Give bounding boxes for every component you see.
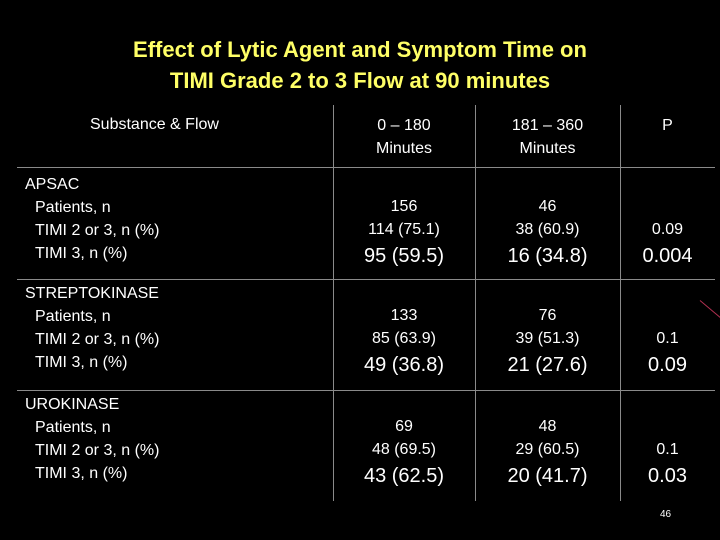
header-0-180: 0 – 180 Minutes — [333, 114, 475, 160]
apsac-0-180-values: 156 114 (75.1) 95 (59.5) — [333, 195, 475, 269]
page-number: 46 — [660, 509, 672, 520]
value: 0.004 — [642, 245, 693, 267]
group-name: APSAC — [25, 176, 80, 193]
value: 156 — [390, 198, 418, 215]
streptokinase-0-180-values: 133 85 (63.9) 49 (36.8) — [333, 304, 475, 378]
column-divider — [475, 105, 476, 501]
value: 76 — [538, 307, 557, 324]
urokinase-181-360-values: 48 29 (60.5) 20 (41.7) — [475, 415, 620, 489]
value: 85 (63.9) — [371, 330, 437, 347]
streptokinase-p-values: 0.1 0.09 — [620, 327, 715, 378]
group-name: UROKINASE — [25, 396, 120, 413]
header-181-360: 181 – 360 Minutes — [475, 114, 620, 160]
title-line-1: Effect of Lytic Agent and Symptom Time o… — [133, 37, 587, 62]
row-divider — [17, 390, 715, 391]
title-line-2: TIMI Grade 2 to 3 Flow at 90 minutes — [169, 68, 551, 93]
value: 133 — [390, 307, 418, 324]
group-apsac: APSAC Patients, n TIMI 2 or 3, n (%) TIM… — [25, 173, 159, 265]
header-181-360-line1: 181 – 360 — [511, 117, 584, 134]
value: 0.09 — [651, 221, 684, 238]
group-name: STREPTOKINASE — [25, 285, 159, 302]
value: 20 (41.7) — [507, 465, 588, 487]
value: 16 (34.8) — [507, 245, 588, 267]
value: 39 (51.3) — [515, 330, 580, 347]
row-divider — [17, 167, 715, 168]
value: 38 (60.9) — [515, 221, 580, 238]
value: 21 (27.6) — [507, 354, 588, 376]
apsac-181-360-values: 46 38 (60.9) 16 (34.8) — [475, 195, 620, 269]
header-p: P — [662, 117, 673, 134]
row-label: Patients, n — [35, 199, 111, 216]
value: 0.09 — [648, 354, 687, 376]
slide-title: Effect of Lytic Agent and Symptom Time o… — [0, 34, 720, 96]
group-urokinase: UROKINASE Patients, n TIMI 2 or 3, n (%)… — [25, 393, 159, 485]
value: 48 — [538, 418, 557, 435]
row-divider — [17, 279, 715, 280]
value: 0.1 — [656, 441, 679, 458]
streptokinase-181-360-values: 76 39 (51.3) 21 (27.6) — [475, 304, 620, 378]
row-label: Patients, n — [35, 308, 111, 325]
value: 43 (62.5) — [363, 465, 445, 487]
value: 114 (75.1) — [368, 221, 440, 238]
group-streptokinase: STREPTOKINASE Patients, n TIMI 2 or 3, n… — [25, 282, 159, 374]
row-label: Patients, n — [35, 419, 111, 436]
row-label: TIMI 3, n (%) — [35, 245, 128, 262]
apsac-p-values: 0.09 0.004 — [620, 218, 715, 269]
row-label: TIMI 2 or 3, n (%) — [35, 442, 160, 459]
value: 29 (60.5) — [515, 441, 580, 458]
header-0-180-line2: Minutes — [375, 140, 433, 157]
header-181-360-line2: Minutes — [519, 140, 576, 157]
column-divider — [620, 105, 621, 501]
value: 0.03 — [648, 465, 687, 487]
value: 95 (59.5) — [363, 245, 445, 267]
value: 46 — [538, 198, 557, 215]
row-label: TIMI 3, n (%) — [35, 465, 128, 482]
urokinase-p-values: 0.1 0.03 — [620, 438, 715, 489]
urokinase-0-180-values: 69 48 (69.5) 43 (62.5) — [333, 415, 475, 489]
row-label: TIMI 2 or 3, n (%) — [35, 222, 160, 239]
value: 0.1 — [656, 330, 679, 347]
header-0-180-line1: 0 – 180 — [377, 117, 431, 134]
row-label: TIMI 3, n (%) — [35, 354, 128, 371]
value: 49 (36.8) — [363, 354, 445, 376]
column-divider — [333, 105, 334, 501]
value: 69 — [395, 418, 413, 435]
results-table: Substance & Flow 0 – 180 Minutes 181 – 3… — [17, 105, 715, 501]
row-label: TIMI 2 or 3, n (%) — [35, 331, 160, 348]
header-substance-flow: Substance & Flow — [90, 116, 219, 133]
value: 48 (69.5) — [371, 441, 437, 458]
